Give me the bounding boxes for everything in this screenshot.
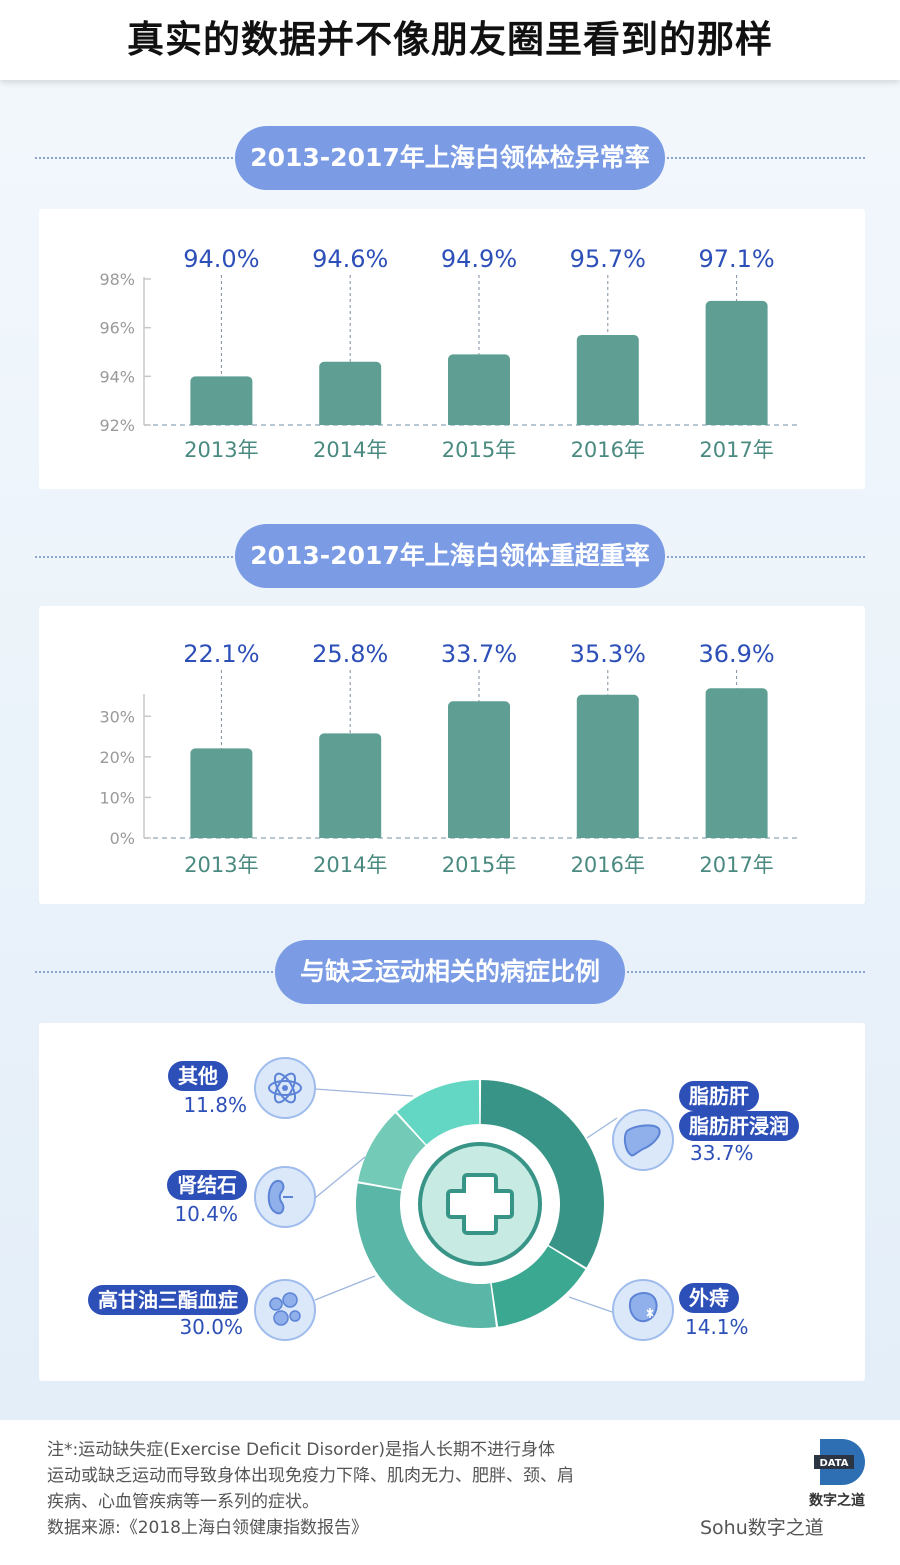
chart-card-1: 92% 94% 96% 98% 94.0% 2013年 94.6% 2014年 94.9% 201… <box>39 209 865 489</box>
bar <box>576 334 639 425</box>
hemorrhoid-icon <box>612 1279 674 1341</box>
footnote-line: 疾病、心血管疾病等一系列的症状。 <box>47 1492 319 1512</box>
x-category-label: 2013年 <box>184 853 258 877</box>
bar-base <box>576 833 639 838</box>
bar-value-label: 33.7% <box>441 640 517 668</box>
x-category-label: 2017年 <box>699 853 773 877</box>
bar-base <box>190 833 253 838</box>
sohu-watermark: Sohu数字之道 <box>700 1517 824 1539</box>
y-tick-label: 10% <box>99 788 135 807</box>
bar <box>705 300 768 425</box>
bar-base <box>705 420 768 425</box>
y-tick-label: 30% <box>99 707 135 726</box>
bar-base <box>448 420 510 425</box>
bar <box>448 354 510 425</box>
bar-chart-abnormal-rate: 92% 94% 96% 98% 94.0% 2013年 94.6% 2014年 94.9% 201… <box>99 245 801 462</box>
bar-value-label: 97.1% <box>698 245 774 273</box>
bar-base <box>448 833 510 838</box>
label-fatty-liver: 脂肪肝 <box>679 1081 759 1111</box>
lipid-molecule-icon <box>254 1279 316 1341</box>
page-title: 真实的数据并不像朋友圈里看到的那样 <box>127 18 773 61</box>
medical-cross-icon <box>446 1173 514 1235</box>
source-line: 数据来源:《2018上海白领健康指数报告》 <box>47 1518 368 1538</box>
bar <box>190 376 253 425</box>
label-fatty-liver-infiltration: 脂肪肝浸润 <box>679 1111 799 1141</box>
donut-slice <box>355 1183 496 1328</box>
logo-mark: DATA <box>819 1458 848 1469</box>
y-tick-label: 0% <box>110 829 135 848</box>
section-title-1: 2013-2017年上海白领体检异常率 <box>235 126 665 190</box>
x-category-label: 2016年 <box>571 853 645 877</box>
donut-slices <box>355 1080 605 1328</box>
x-category-label: 2013年 <box>184 438 258 462</box>
footnote: 注*:运动缺失症(Exercise Deficit Disorder)是指人长期… <box>47 1437 647 1541</box>
y-tick-label: 96% <box>99 319 135 338</box>
pct-other: 11.8% <box>183 1093 247 1117</box>
section-title-2: 2013-2017年上海白领体重超重率 <box>235 524 665 588</box>
bar <box>319 361 382 425</box>
label-kidney-stone: 肾结石 <box>167 1170 247 1200</box>
bar-value-label: 25.8% <box>312 640 388 668</box>
donut-chart-disease-ratio <box>254 1057 674 1341</box>
bar-base <box>319 833 382 838</box>
header-bar: 真实的数据并不像朋友圈里看到的那样 <box>0 0 900 80</box>
bar-base <box>576 420 639 425</box>
pct-fatty-liver: 33.7% <box>690 1141 754 1165</box>
label-hemorrhoid: 外痔 <box>679 1283 739 1313</box>
x-category-label: 2016年 <box>571 438 645 462</box>
donut-slice <box>397 1080 480 1145</box>
x-category-label: 2014年 <box>313 438 387 462</box>
atom-icon <box>254 1057 316 1119</box>
bar <box>705 688 768 838</box>
bar-value-label: 94.6% <box>312 245 388 273</box>
bar <box>190 748 253 838</box>
donut-slice <box>491 1246 586 1327</box>
x-category-label: 2015年 <box>442 853 516 877</box>
y-tick-label: 92% <box>99 416 135 435</box>
bar-base <box>705 833 768 838</box>
x-category-label: 2017年 <box>699 438 773 462</box>
label-triglyceride: 高甘油三酯血症 <box>88 1285 248 1315</box>
bar-value-label: 94.0% <box>183 245 259 273</box>
bar-value-label: 36.9% <box>698 640 774 668</box>
donut-slice <box>358 1113 426 1190</box>
footer <box>0 1420 900 1565</box>
bar-value-label: 22.1% <box>183 640 259 668</box>
pct-hemorrhoid: 14.1% <box>685 1315 749 1339</box>
bar-value-label: 94.9% <box>441 245 517 273</box>
y-tick-label: 94% <box>99 367 135 386</box>
kidney-icon <box>254 1166 316 1228</box>
section-title-3: 与缺乏运动相关的病症比例 <box>275 940 625 1004</box>
bar <box>576 694 639 838</box>
bar-base <box>319 420 382 425</box>
y-tick-label: 20% <box>99 748 135 767</box>
x-category-label: 2015年 <box>442 438 516 462</box>
donut-card: 其他 11.8% 肾结石 10.4% 高甘油三酯血症 30.0% 脂肪肝 脂肪肝… <box>39 1023 865 1381</box>
data-logo-icon: DATA <box>814 1439 865 1485</box>
y-tick-label: 98% <box>99 270 135 289</box>
bar-chart-overweight-rate: 0% 10% 20% 30% 22.1% 2013年 25.8% 2014年 33.7% 2015… <box>99 640 801 877</box>
bar-value-label: 95.7% <box>570 245 646 273</box>
label-other: 其他 <box>168 1061 228 1091</box>
connector-lines <box>314 1088 618 1314</box>
liver-icon <box>612 1109 674 1171</box>
donut-slice <box>480 1080 605 1268</box>
bar-base <box>190 420 253 425</box>
pct-triglyceride: 30.0% <box>179 1315 243 1339</box>
x-category-label: 2014年 <box>313 853 387 877</box>
pct-kidney-stone: 10.4% <box>174 1202 238 1226</box>
footnote-line: 运动或缺乏运动而导致身体出现免疫力下降、肌肉无力、肥胖、颈、肩 <box>47 1466 574 1486</box>
footnote-line: 注*:运动缺失症(Exercise Deficit Disorder)是指人长期… <box>47 1440 556 1460</box>
chart-card-2: 0% 10% 20% 30% 22.1% 2013年 25.8% 2014年 33.7% 2015… <box>39 606 865 904</box>
bar <box>319 733 382 838</box>
bar <box>448 701 510 838</box>
bar-value-label: 35.3% <box>570 640 646 668</box>
logo-name: 数字之道 <box>809 1493 865 1509</box>
